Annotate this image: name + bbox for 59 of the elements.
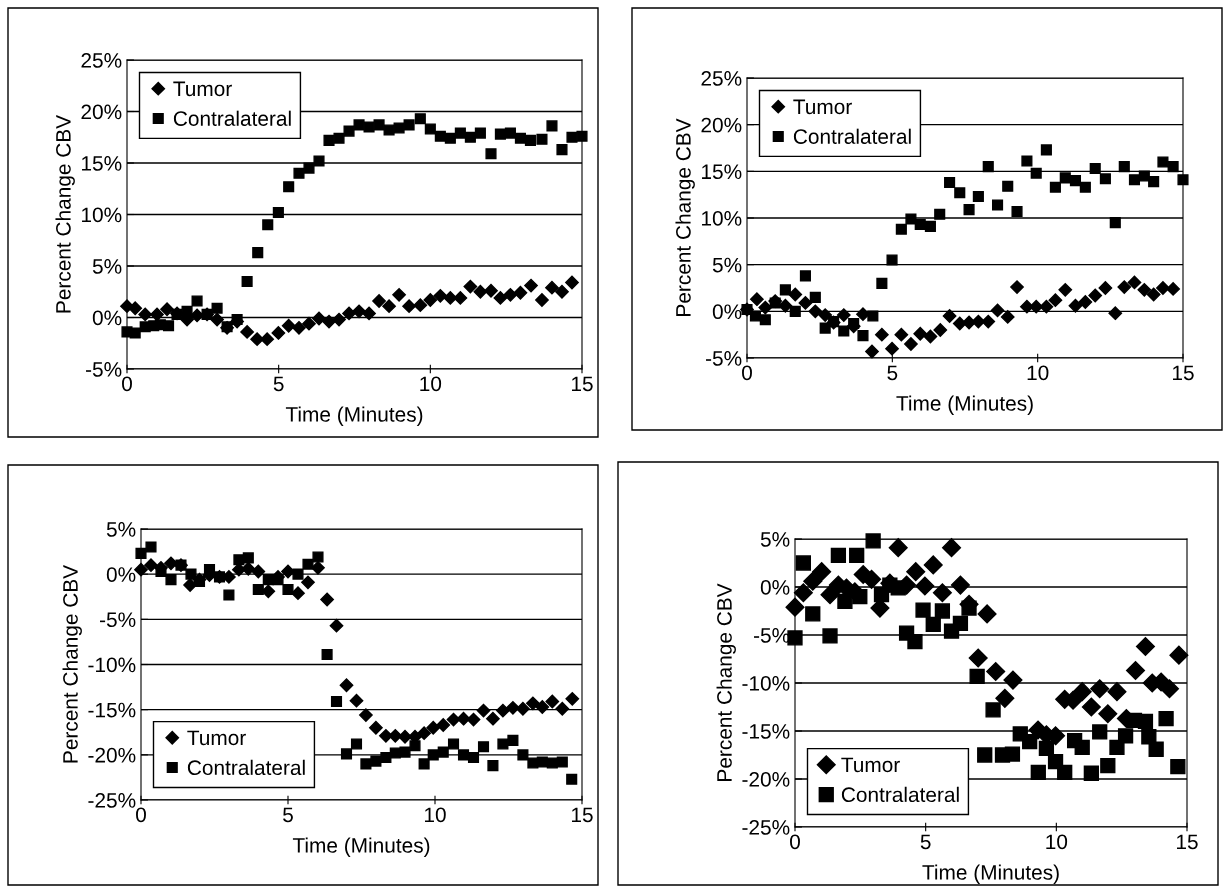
x-tick-label: 0: [122, 376, 132, 392]
y-tick-label: 25%: [81, 53, 122, 68]
x-tick-label: 10: [420, 376, 442, 392]
y-tick-label: -5%: [706, 351, 742, 366]
legend-label: Tumor: [187, 730, 246, 746]
x-axis-title: Time (Minutes): [896, 395, 1033, 415]
x-tick-label: 10: [1046, 834, 1068, 850]
y-axis-title: Percent Change CBV: [716, 583, 736, 781]
y-tick-label: -5%: [100, 612, 136, 628]
x-tick-label: 0: [742, 365, 752, 381]
y-tick-label: 20%: [81, 104, 122, 120]
y-tick-label: -25%: [742, 820, 790, 835]
y-tick-label: 25%: [701, 71, 742, 86]
y-tick-label: 5%: [106, 522, 136, 537]
y-tick-label: -20%: [742, 772, 790, 787]
x-tick-label: 0: [790, 834, 800, 850]
y-axis-title: Percent Change CBV: [675, 118, 695, 316]
x-tick-label: 5: [283, 807, 293, 823]
y-tick-label: 10%: [702, 211, 742, 226]
x-tick-label: 0: [136, 807, 146, 823]
y-tick-label: 0%: [712, 304, 742, 320]
y-tick-label: -20%: [88, 747, 136, 763]
y-tick-label: 15%: [82, 156, 122, 171]
y-tick-label: 5%: [712, 257, 742, 273]
x-tick-label: 5: [273, 376, 284, 392]
y-tick-label: 0%: [92, 310, 122, 326]
legend-label: Tumor: [793, 99, 852, 115]
legend-label: Contralateral: [841, 786, 959, 803]
y-tick-label: -15%: [742, 724, 790, 739]
y-tick-label: 5%: [92, 259, 122, 274]
x-tick-label: 15: [572, 807, 593, 823]
x-tick-label: 15: [1177, 834, 1198, 850]
x-axis-title: Time (Minutes): [285, 406, 423, 426]
y-tick-label: 0%: [106, 567, 136, 582]
legend-label: Tumor: [841, 757, 900, 773]
y-axis-title: Percent Change CBV: [55, 114, 75, 313]
y-tick-label: 0%: [760, 580, 790, 595]
y-tick-label: -25%: [88, 793, 136, 808]
x-tick-label: 10: [1027, 365, 1049, 381]
x-axis-title: Time (Minutes): [292, 837, 430, 857]
x-tick-label: 15: [572, 376, 593, 392]
x-axis-title: Time (Minutes): [922, 864, 1059, 884]
legend-label: Contralateral: [173, 110, 291, 126]
legend-label: Tumor: [173, 81, 232, 97]
y-tick-label: -5%: [86, 362, 122, 377]
y-tick-label: 20%: [701, 117, 742, 133]
y-tick-label: 5%: [760, 532, 790, 547]
x-tick-label: 5: [887, 365, 898, 381]
y-tick-label: -10%: [742, 676, 790, 691]
y-axis-title: Percent Change CBV: [62, 564, 82, 763]
y-tick-label: 10%: [82, 207, 122, 223]
legend-label: Contralateral: [793, 128, 911, 144]
y-tick-label: 15%: [702, 164, 742, 180]
y-tick-label: -15%: [88, 702, 136, 718]
legend-label: Contralateral: [187, 759, 305, 776]
x-tick-label: 10: [425, 807, 446, 823]
x-tick-label: 5: [920, 834, 931, 850]
y-tick-label: -10%: [88, 657, 136, 673]
x-tick-label: 15: [1173, 365, 1194, 381]
